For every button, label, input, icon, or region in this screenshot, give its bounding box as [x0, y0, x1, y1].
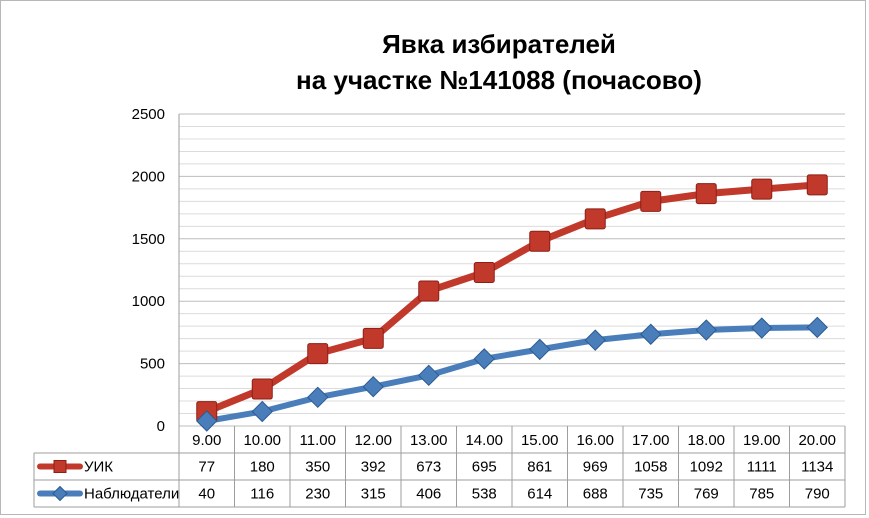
legend-label: Наблюдатели [84, 486, 179, 503]
y-tick-label: 0 [157, 418, 165, 435]
x-tick-label: 12.00 [354, 432, 392, 449]
x-tick-label: 20.00 [798, 432, 836, 449]
legend-key-marker [53, 460, 67, 473]
observers-point [362, 375, 384, 398]
y-tick-label: 1000 [132, 293, 165, 310]
data-label: 40 [198, 486, 215, 503]
observers-point [196, 410, 218, 432]
data-table: 9.00 10.00 11.00 12.00 13.00 14.00 15.00 16.00 1… [33, 426, 846, 508]
uik-point [806, 174, 828, 196]
uik-point [362, 327, 384, 349]
data-label: 392 [361, 459, 386, 476]
x-tick-label: 15.00 [521, 432, 559, 449]
data-label: 230 [305, 486, 330, 503]
uik-point [418, 280, 440, 302]
chart-title-line-2: на участке №141088 (почасово) [296, 65, 702, 95]
uik-point [251, 378, 273, 400]
data-label: 785 [749, 486, 774, 503]
x-tick-label: 19.00 [743, 432, 781, 449]
data-label: 695 [472, 459, 497, 476]
uik-point [307, 343, 329, 365]
y-tick-label: 500 [140, 356, 165, 373]
uik-point [640, 190, 662, 212]
data-label: 614 [527, 486, 552, 503]
data-label: 1058 [634, 459, 667, 476]
x-tick-label: 18.00 [687, 432, 725, 449]
data-label: 673 [416, 459, 441, 476]
data-label: 538 [472, 486, 497, 503]
observers-point [640, 323, 662, 345]
series-lines [196, 174, 828, 432]
x-tick-label: 14.00 [465, 432, 503, 449]
x-tick-label: 13.00 [410, 432, 448, 449]
gridlines [179, 113, 845, 427]
x-tick-label: 9.00 [192, 432, 221, 449]
series-line-observers [203, 324, 821, 425]
x-tick-label: 16.00 [576, 432, 614, 449]
uik-point [751, 178, 773, 200]
legend-key-marker [52, 485, 68, 502]
data-label: 688 [583, 486, 608, 503]
data-label: 116 [250, 486, 274, 503]
data-label: 790 [805, 486, 830, 503]
data-label: 350 [305, 459, 330, 476]
data-label: 180 [250, 459, 275, 476]
data-label: 735 [638, 486, 663, 503]
y-tick-label: 2500 [132, 106, 165, 123]
x-tick-label: 17.00 [632, 432, 670, 449]
data-label: 1092 [690, 459, 723, 476]
x-tick-label: 10.00 [243, 432, 281, 449]
data-label: 769 [694, 486, 719, 503]
observers-point [529, 338, 551, 361]
observers-point [418, 364, 440, 387]
observers-point [251, 400, 273, 423]
data-label: 969 [583, 459, 608, 476]
y-tick-label: 2000 [132, 168, 165, 185]
observers-point [307, 386, 329, 409]
observers-point [751, 317, 773, 339]
x-tick-label: 11.00 [300, 432, 336, 449]
observers-point [584, 329, 606, 351]
observers-point [473, 348, 495, 370]
legend-label: УИК [84, 459, 113, 476]
uik-point [473, 261, 495, 283]
y-tick-label: 1500 [132, 231, 165, 248]
data-label: 1134 [801, 459, 833, 476]
observers-point [806, 316, 828, 339]
chart-title-line-1: Явка избирателей [382, 29, 616, 59]
uik-point [584, 208, 606, 230]
data-label: 315 [361, 486, 386, 503]
data-label: 861 [527, 459, 552, 476]
uik-point [529, 230, 551, 252]
data-label: 1111 [747, 459, 777, 476]
series-line-uik [203, 181, 821, 416]
uik-point [695, 183, 717, 205]
data-label: 406 [416, 486, 441, 503]
data-label: 77 [198, 459, 215, 476]
observers-point [695, 319, 717, 341]
y-axis: 0 500 1000 1500 2000 2500 [132, 106, 180, 435]
